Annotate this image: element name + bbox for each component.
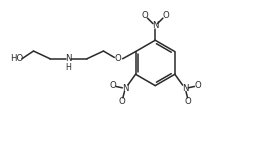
Text: N: N: [122, 84, 128, 93]
Text: HO: HO: [10, 54, 24, 63]
Text: O: O: [185, 97, 192, 106]
Text: O: O: [162, 11, 169, 20]
Text: N: N: [182, 84, 189, 93]
Text: O: O: [119, 97, 126, 106]
Text: O: O: [109, 81, 116, 90]
Text: O: O: [141, 11, 148, 20]
Text: O: O: [194, 81, 201, 90]
Text: N: N: [152, 21, 158, 30]
Text: H: H: [66, 63, 72, 72]
Text: N: N: [66, 54, 72, 63]
Text: O: O: [115, 54, 121, 63]
